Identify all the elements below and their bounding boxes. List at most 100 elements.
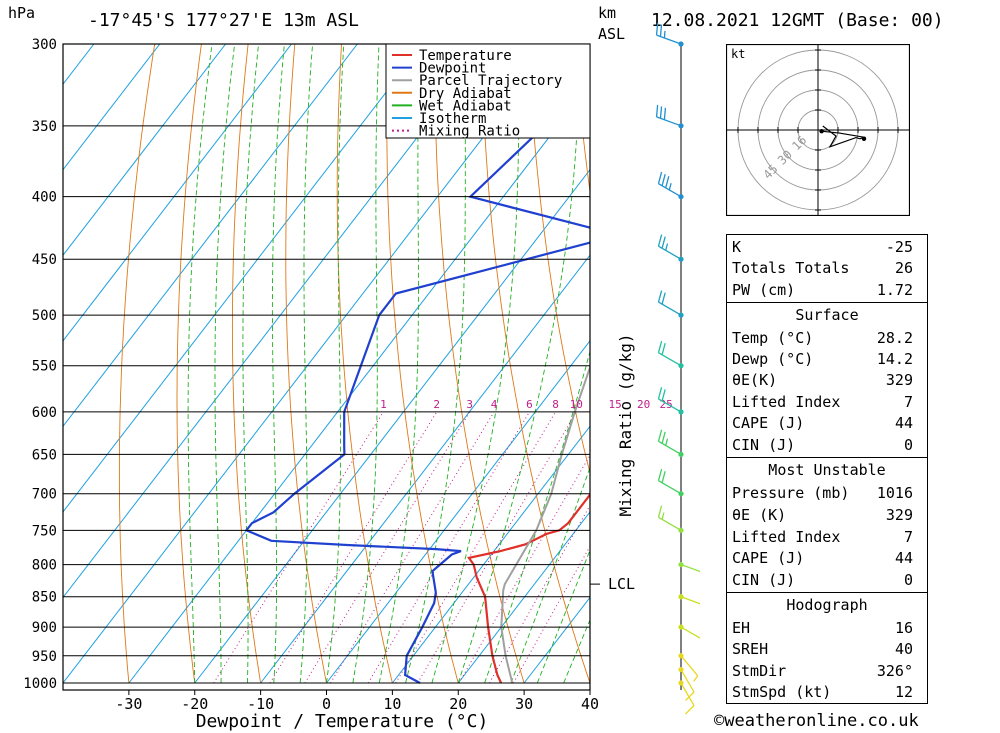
surface-temp-value: 28.2 (876, 329, 913, 347)
mixing-ratio-label: 2 (433, 398, 440, 411)
wind-barb-flag (661, 343, 666, 355)
pressure-tick-label: 600 (32, 405, 57, 421)
wind-barb-flag (665, 243, 669, 251)
wind-barb-flag (657, 468, 663, 481)
mu-cin-label: CIN (J) (732, 571, 796, 589)
wind-barb-flag (668, 182, 672, 191)
wind-barb-flag (657, 340, 663, 353)
mixing-ratio-label: 4 (491, 398, 498, 411)
storm-speed-value: 12 (894, 683, 913, 701)
wind-barb-staff (658, 440, 682, 455)
wind-barb-flag (661, 292, 666, 305)
mu-li-label: Lifted Index (732, 528, 841, 546)
isotherm-line (326, 339, 590, 684)
mu-li-value: 7 (903, 528, 913, 546)
x-tick-label: -20 (181, 695, 208, 713)
pw-label: PW (cm) (732, 281, 796, 299)
surface-temp-label: Temp (°C) (732, 329, 814, 347)
legend-entry: Temperature (419, 48, 512, 64)
wind-barb-flag (661, 512, 665, 520)
wind-barb-flag (659, 24, 663, 37)
x-tick-label: 30 (515, 695, 533, 713)
watermark-link[interactable]: ©weatheronline.co.uk (714, 711, 919, 731)
wet-adiabat-line (299, 44, 314, 684)
pressure-tick-label: 750 (32, 523, 57, 539)
dry-adiabat-line (386, 44, 459, 684)
isotherm-line (63, 44, 292, 342)
eh-value: 16 (894, 619, 913, 637)
mu-cape-value: 44 (894, 549, 913, 567)
wind-barb-dot (678, 527, 684, 533)
pw-value: 1.72 (876, 281, 913, 299)
surface-theta-value: 329 (885, 371, 913, 389)
wind-barb-flag (655, 23, 659, 36)
mu-pressure-label: Pressure (mb) (732, 484, 850, 502)
wet-adiabat-line (271, 44, 285, 684)
isotherm-line (260, 254, 590, 684)
surface-li-label: Lifted Index (732, 393, 841, 411)
legend-entry: Mixing Ratio (419, 124, 520, 140)
surface-li-value: 7 (903, 393, 913, 411)
surface-cin-value: 0 (903, 436, 913, 454)
wet-adiabat-line (378, 44, 420, 684)
mixing-ratio-label: 25 (660, 398, 673, 411)
pressure-tick-label: 550 (32, 359, 57, 375)
most-unstable-panel: Most Unstable Pressure (mb) 1016 θE (K) 32… (726, 457, 928, 593)
hodograph-end-dot (861, 136, 867, 141)
x-tick-label: 20 (449, 695, 467, 713)
wind-barbs (655, 23, 700, 715)
wind-barb-staff (658, 516, 682, 531)
isotherm-line (589, 682, 590, 683)
legend-entry: Isotherm (419, 111, 486, 127)
wind-barb-flag (663, 107, 667, 120)
unit-hpa-label: hPa (8, 4, 36, 22)
hodograph-trace (821, 125, 867, 148)
wind-barb-flag (665, 438, 669, 446)
dry-adiabat-line (336, 44, 393, 684)
surface-cape-value: 44 (894, 414, 913, 432)
wind-barb-staff (658, 352, 682, 367)
lcl-label: LCL (608, 575, 635, 593)
hodograph-indices-panel: Hodograph EH 16 SREH 40 StmDir 326° StmSpd … (726, 592, 928, 704)
hodograph-title: Hodograph (786, 596, 868, 614)
storm-speed-label: StmSpd (kt) (732, 683, 832, 701)
mixing-ratio-line (269, 411, 438, 684)
pressure-tick-label: 900 (32, 620, 57, 636)
wind-barb-flag (657, 387, 663, 400)
wind-barb-flag (661, 174, 666, 186)
wet-adiabat-line (187, 44, 213, 684)
mu-cin-value: 0 (903, 571, 913, 589)
isotherm-line (128, 83, 590, 684)
wind-barb-flag (661, 389, 666, 402)
skewt-chart: 1 2 3 4 6 8 10 15 20 2530035040045050055060065070… (23, 23, 700, 732)
wet-adiabat-line (326, 44, 345, 684)
wind-barb-flag (657, 290, 663, 303)
legend-entry: Dry Adiabat (419, 86, 512, 102)
wind-barb-flag (665, 176, 670, 189)
wind-barb-staff (658, 245, 682, 260)
wind-barb-staff (680, 669, 695, 693)
wind-barb-staff (680, 596, 700, 605)
pressure-tick-label: 800 (32, 558, 57, 574)
sreh-label: SREH (732, 640, 769, 658)
wind-barb-staff (658, 398, 682, 413)
dry-adiabat-line (668, 44, 700, 683)
indices-panel-basic: K -25 Totals Totals 26 PW (cm) 1.72 (726, 234, 928, 303)
mixing-ratio-label: 8 (552, 398, 559, 411)
wind-barb-flag (657, 429, 663, 442)
pressure-tick-label: 300 (32, 37, 57, 53)
pressure-tick-label: 650 (32, 447, 57, 463)
isotherm-line (63, 44, 227, 257)
wet-adiabat-line (352, 44, 380, 684)
wind-barb-flag (661, 431, 666, 444)
k-index-value: -25 (885, 238, 913, 256)
wet-adiabat-line (457, 44, 582, 684)
x-tick-label: -30 (115, 695, 142, 713)
wind-barb-staff (656, 116, 682, 127)
pressure-tick-label: 450 (32, 252, 57, 268)
wind-barb-flag (655, 104, 659, 117)
wind-barb-flag (659, 106, 663, 119)
wind-barb-staff (680, 655, 699, 677)
legend-entry: Dewpoint (419, 61, 486, 77)
